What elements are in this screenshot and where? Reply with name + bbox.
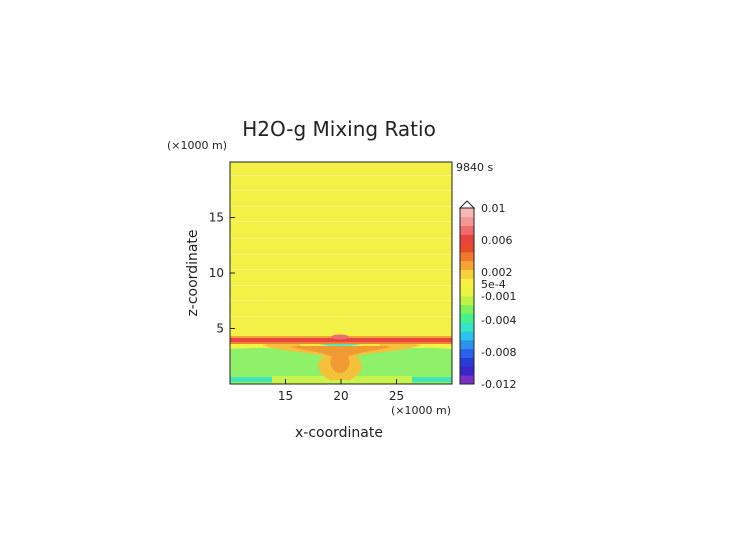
colorbar-block bbox=[460, 375, 474, 385]
colorbar-block bbox=[460, 260, 474, 270]
chart-title: H2O-g Mixing Ratio bbox=[242, 117, 436, 141]
colorbar-block bbox=[460, 304, 474, 314]
colorbar-block bbox=[460, 234, 474, 244]
colorbar-tick-label: 0.002 bbox=[481, 266, 513, 279]
colorbar-block bbox=[460, 243, 474, 253]
background-striations bbox=[230, 175, 452, 317]
x-unit-label: (×1000 m) bbox=[391, 404, 451, 417]
colorbar-tick-label: 0.006 bbox=[481, 234, 513, 247]
colorbar-block bbox=[460, 331, 474, 341]
colorbar-tick-label: 0.01 bbox=[481, 202, 506, 215]
central-plume-inner bbox=[290, 343, 392, 373]
x-axis-label: x-coordinate bbox=[295, 425, 383, 441]
colorbar-blocks bbox=[460, 208, 474, 385]
colorbar-block bbox=[460, 322, 474, 332]
moist-band bbox=[230, 338, 452, 342]
y-tick-label: 10 bbox=[209, 266, 224, 280]
x-tick-label: 15 bbox=[278, 389, 293, 403]
colorbar-tick-label: -0.012 bbox=[481, 378, 516, 391]
colorbar-tick-label: 5e-4 bbox=[481, 278, 506, 291]
colorbar-block bbox=[460, 287, 474, 297]
colorbar-block bbox=[460, 216, 474, 226]
colorbar-block bbox=[460, 296, 474, 306]
colorbar-frame bbox=[459, 207, 475, 385]
band-peak bbox=[331, 334, 349, 340]
colorbar-tick-label: -0.001 bbox=[481, 290, 516, 303]
y-tick-label: 15 bbox=[209, 211, 224, 225]
y-tick-label: 5 bbox=[216, 322, 224, 336]
colorbar-block bbox=[460, 269, 474, 279]
moist-band-bottom bbox=[230, 342, 452, 344]
colorbar-tick-label: -0.008 bbox=[481, 346, 516, 359]
colorbar-block bbox=[460, 313, 474, 323]
colorbar-tick-label: -0.004 bbox=[481, 314, 516, 327]
colorbar-block bbox=[460, 366, 474, 376]
colorbar-block bbox=[460, 208, 474, 218]
y-axis-ticks: 5 10 15 bbox=[209, 211, 235, 336]
time-label: 9840 s bbox=[456, 161, 493, 174]
colorbar-block bbox=[460, 252, 474, 262]
colorbar-block bbox=[460, 278, 474, 288]
plot-area bbox=[230, 162, 452, 384]
x-axis-ticks: 15 20 25 bbox=[278, 379, 404, 403]
lower-field bbox=[230, 334, 452, 384]
y-unit-label: (×1000 m) bbox=[167, 139, 227, 152]
colorbar-block bbox=[460, 348, 474, 358]
x-tick-label: 25 bbox=[389, 389, 404, 403]
colorbar-block bbox=[460, 340, 474, 350]
colorbar-extend-triangle bbox=[458, 200, 476, 209]
colorbar-block bbox=[460, 225, 474, 235]
colorbar-block bbox=[460, 357, 474, 367]
y-axis-label: z-coordinate bbox=[185, 229, 201, 316]
x-tick-label: 20 bbox=[333, 389, 348, 403]
